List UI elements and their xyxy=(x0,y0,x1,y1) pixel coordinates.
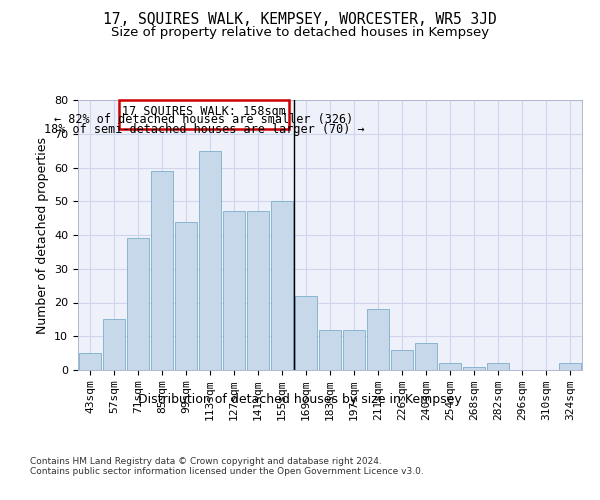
Text: 17 SQUIRES WALK: 158sqm: 17 SQUIRES WALK: 158sqm xyxy=(122,105,286,118)
Text: 18% of semi-detached houses are larger (70) →: 18% of semi-detached houses are larger (… xyxy=(44,123,364,136)
Text: ← 82% of detached houses are smaller (326): ← 82% of detached houses are smaller (32… xyxy=(55,114,353,126)
FancyBboxPatch shape xyxy=(119,100,289,128)
Text: Contains HM Land Registry data © Crown copyright and database right 2024.: Contains HM Land Registry data © Crown c… xyxy=(30,458,382,466)
Bar xyxy=(559,363,581,370)
Bar xyxy=(487,363,509,370)
Bar xyxy=(319,330,341,370)
Bar xyxy=(247,212,269,370)
Bar xyxy=(343,330,365,370)
Text: Distribution of detached houses by size in Kempsey: Distribution of detached houses by size … xyxy=(138,392,462,406)
Bar xyxy=(79,353,101,370)
Bar xyxy=(391,350,413,370)
Bar xyxy=(463,366,485,370)
Bar xyxy=(151,171,173,370)
Bar xyxy=(367,309,389,370)
Bar xyxy=(199,150,221,370)
Bar xyxy=(439,363,461,370)
Text: Size of property relative to detached houses in Kempsey: Size of property relative to detached ho… xyxy=(111,26,489,39)
Text: 17, SQUIRES WALK, KEMPSEY, WORCESTER, WR5 3JD: 17, SQUIRES WALK, KEMPSEY, WORCESTER, WR… xyxy=(103,12,497,28)
Bar xyxy=(175,222,197,370)
Text: Contains public sector information licensed under the Open Government Licence v3: Contains public sector information licen… xyxy=(30,468,424,476)
Bar xyxy=(295,296,317,370)
Bar xyxy=(103,320,125,370)
Y-axis label: Number of detached properties: Number of detached properties xyxy=(35,136,49,334)
Bar xyxy=(127,238,149,370)
Bar xyxy=(223,212,245,370)
Bar xyxy=(271,201,293,370)
Bar xyxy=(415,343,437,370)
